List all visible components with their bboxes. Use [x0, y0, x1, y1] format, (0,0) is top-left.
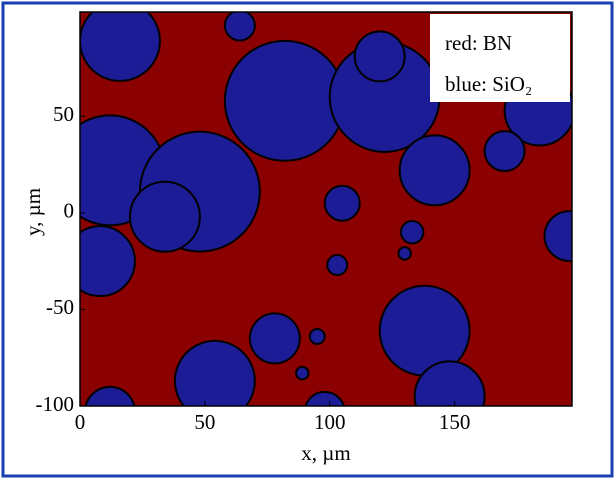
legend-box	[430, 14, 570, 102]
region	[397, 246, 412, 261]
x-tick-label: 100	[314, 410, 346, 434]
x-tick-label: 150	[439, 410, 471, 434]
region	[413, 360, 486, 406]
region	[308, 327, 326, 345]
region	[295, 365, 310, 381]
region	[223, 12, 256, 42]
region	[223, 39, 346, 162]
region	[399, 219, 425, 245]
region	[483, 130, 526, 173]
legend-entry: blue: SiO₂	[445, 72, 532, 96]
y-axis-label: y, µm	[21, 188, 45, 236]
y-tick-label: 50	[53, 102, 74, 126]
region	[84, 385, 136, 406]
region	[128, 180, 201, 253]
x-tick-label: 50	[194, 410, 215, 434]
region	[248, 312, 301, 365]
region	[353, 30, 406, 83]
y-tick-label: 0	[64, 199, 75, 223]
x-tick-label: 0	[75, 410, 86, 434]
plot-border	[79, 11, 573, 407]
region	[173, 339, 256, 406]
region	[80, 225, 136, 298]
legend-entry: red: BN	[445, 31, 512, 55]
region	[398, 134, 471, 207]
y-tick-label: -50	[46, 295, 74, 319]
region	[80, 12, 161, 82]
y-tick-label: -100	[36, 392, 75, 416]
regions	[80, 12, 572, 406]
x-axis-label: x, µm	[301, 441, 350, 465]
region	[323, 184, 361, 222]
region	[543, 210, 572, 263]
region	[304, 390, 345, 406]
region	[326, 254, 349, 276]
